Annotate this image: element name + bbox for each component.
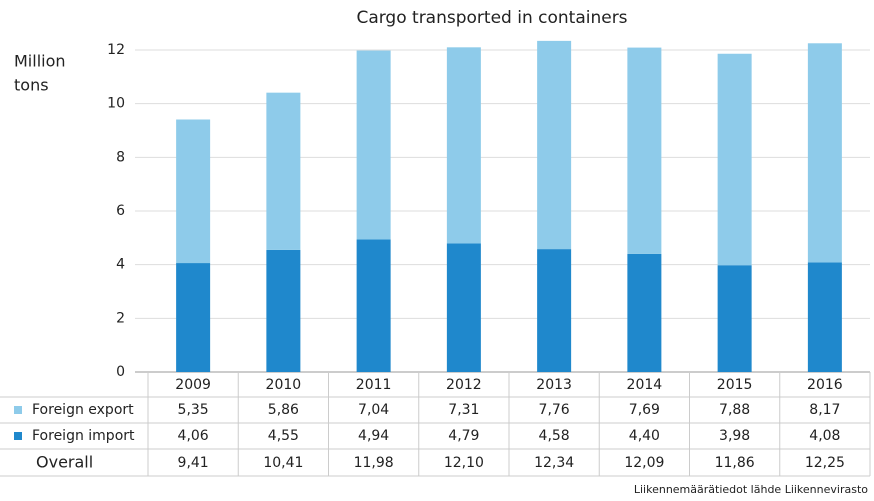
table-total: 11,98 (354, 455, 394, 471)
row-label: Overall (36, 453, 93, 472)
table-value: 7,31 (448, 402, 479, 418)
legend-swatch (14, 406, 22, 414)
table-value: 4,58 (539, 428, 570, 444)
y-axis-label: Million (14, 52, 66, 71)
table-value: 3,98 (719, 428, 750, 444)
table-value: 4,08 (809, 428, 840, 444)
x-tick-label: 2011 (356, 377, 392, 393)
y-tick-label: 4 (116, 257, 125, 273)
table-value: 8,17 (809, 402, 840, 418)
x-tick-label: 2016 (807, 377, 843, 393)
y-tick-label: 10 (107, 96, 125, 112)
table-value: 7,04 (358, 402, 389, 418)
bar-segment (266, 249, 301, 372)
chart-title: Cargo transported in containers (356, 8, 627, 28)
y-tick-label: 8 (116, 149, 125, 165)
x-tick-label: 2012 (446, 377, 482, 393)
y-tick-label: 6 (116, 203, 125, 219)
table-value: 4,06 (178, 428, 209, 444)
bar-segment (807, 43, 842, 263)
x-tick-label: 2014 (627, 377, 663, 393)
table-value: 5,35 (178, 402, 209, 418)
table-total: 11,86 (715, 455, 755, 471)
bar-segment (356, 50, 391, 240)
source: Liikennemäärätiedot lähde Liikennevirast… (634, 483, 868, 496)
bar-segment (537, 249, 572, 372)
table-total: 12,25 (805, 455, 845, 471)
bar-segment (176, 119, 211, 264)
bar-segment (627, 253, 662, 372)
y-axis-label: tons (14, 76, 49, 95)
table-total: 9,41 (178, 455, 209, 471)
x-tick-label: 2009 (175, 377, 211, 393)
bar-segment (266, 92, 301, 250)
y-tick-label: 2 (116, 310, 125, 326)
table-value: 7,88 (719, 402, 750, 418)
table-value: 4,94 (358, 428, 389, 444)
bar-segment (537, 40, 572, 250)
table-value: 7,69 (629, 402, 660, 418)
bar-segment (627, 47, 662, 254)
legend-label: Foreign export (32, 402, 134, 418)
y-tick-label: 12 (107, 42, 125, 58)
table-total: 12,09 (624, 455, 664, 471)
table-value: 5,86 (268, 402, 299, 418)
table-total: 12,34 (534, 455, 574, 471)
legend-swatch (14, 432, 22, 440)
table-total: 10,41 (263, 455, 303, 471)
bar-segment (807, 262, 842, 372)
table-value: 4,55 (268, 428, 299, 444)
bar-segment (176, 263, 211, 372)
bar-segment (356, 239, 391, 372)
bar-segment (446, 243, 481, 372)
x-tick-label: 2013 (536, 377, 572, 393)
x-tick-label: 2015 (717, 377, 753, 393)
table-total: 12,10 (444, 455, 484, 471)
table-value: 4,79 (448, 428, 479, 444)
legend-label: Foreign import (32, 428, 135, 444)
bar-segment (446, 47, 481, 244)
y-tick-label: 0 (116, 364, 125, 380)
table-value: 4,40 (629, 428, 660, 444)
x-tick-label: 2010 (266, 377, 302, 393)
bar-segment (717, 53, 752, 266)
bar-segment (717, 265, 752, 372)
table-value: 7,76 (539, 402, 570, 418)
